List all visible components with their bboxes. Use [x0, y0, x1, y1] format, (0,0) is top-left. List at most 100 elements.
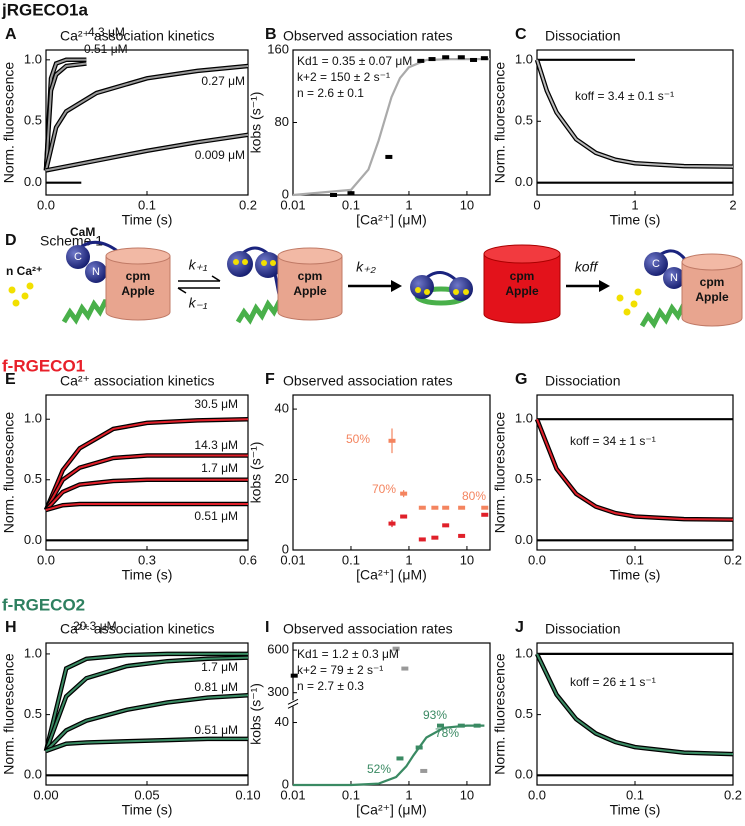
panel-letter: E: [5, 371, 16, 388]
x-tick-label: 1: [405, 552, 412, 567]
y-axis-title: Norm. fluorescence: [1, 62, 17, 184]
point: [417, 58, 425, 63]
x-axis-title: Time (s): [122, 212, 173, 228]
calcium-ion: [233, 259, 239, 265]
point: [457, 55, 465, 60]
series-label: 14.3 μM: [194, 438, 238, 452]
panel-letter: B: [265, 26, 277, 43]
section-title: f-RGECO2: [2, 595, 85, 614]
panel-letter: I: [265, 619, 269, 636]
x-tick-label: 0: [533, 197, 540, 212]
cylinder-top: [277, 247, 343, 265]
cylinder-label: cpm: [510, 269, 535, 283]
fit-line: [536, 418, 734, 521]
cylinder-top: [105, 247, 171, 265]
cam-lobe: [66, 245, 90, 269]
x-tick-label: 0.6: [239, 552, 257, 567]
data-line: [293, 724, 485, 787]
fit-line: [536, 59, 734, 168]
y-tick-label: 40: [275, 714, 289, 729]
fit-line: [45, 418, 249, 511]
x-axis-title: Time (s): [610, 212, 661, 228]
panel-letter: J: [515, 619, 524, 636]
x-axis-title: [Ca²⁺] (μM): [356, 567, 427, 583]
series-label: 0.51 μM: [194, 509, 238, 523]
plot-frame: [292, 394, 491, 551]
y-tick-label: 0.5: [24, 113, 42, 128]
y-tick-label: 1.0: [24, 645, 42, 660]
point: [388, 521, 396, 526]
panel-title: Ca²⁺ association kinetics: [60, 28, 214, 44]
y-axis-title: Norm. fluorescence: [1, 653, 17, 775]
x-axis-title: Time (s): [610, 567, 661, 583]
annotation: Kd1 = 0.35 ± 0.07 μM: [297, 54, 412, 68]
rate-label: k₊₁: [189, 257, 208, 273]
point: [290, 673, 298, 678]
y-tick-label: 300: [267, 684, 289, 699]
panel-title: Dissociation: [545, 621, 620, 637]
series-label: 0.009 μM: [195, 148, 245, 162]
fit-line: [45, 737, 248, 752]
calcium-ion: [616, 294, 624, 302]
y-tick-label: 40: [275, 401, 289, 416]
cam-lobe: [449, 277, 473, 301]
y-tick-label: 0.0: [24, 767, 42, 782]
calcium-ion: [21, 292, 29, 300]
series-label: 0.51 μM: [194, 723, 238, 737]
point: [442, 55, 450, 60]
cylinder-label: Apple: [505, 284, 539, 298]
y-tick-label: 0: [282, 776, 289, 791]
cylinder: [277, 256, 343, 321]
x-tick-label: 0.2: [724, 552, 742, 567]
calcium-ion: [424, 289, 430, 295]
arrow-head: [599, 280, 610, 292]
x-tick-label: 1: [405, 197, 412, 212]
y-tick-label: 0.5: [24, 471, 42, 486]
cylinder-label: cpm: [700, 275, 725, 289]
calcium-ion: [415, 287, 421, 293]
data-trace: [534, 652, 734, 757]
plot-frame: [45, 49, 249, 196]
x-tick-label: 10: [460, 787, 474, 802]
annotation: 50%: [346, 432, 370, 446]
fit-line: [536, 653, 734, 756]
data-trace: [534, 59, 734, 169]
y-tick-label: 0.5: [24, 706, 42, 721]
series-label: 20.3 μM: [73, 619, 117, 633]
y-tick-label: 0.0: [24, 532, 42, 547]
x-axis-title: Time (s): [610, 802, 661, 818]
annotation: n = 2.6 ± 0.1: [297, 86, 364, 100]
section-title: jRGECO1a: [1, 0, 89, 19]
helix: [235, 298, 283, 325]
plot-frame: [292, 642, 491, 786]
fit-line: [45, 454, 248, 511]
y-tick-label: 0: [282, 541, 289, 556]
calcium-ion: [463, 289, 469, 295]
calcium-ion: [630, 300, 638, 308]
scheme: D Scheme 1 n Ca²⁺ CaM C N cpm Apple k₊₁ …: [5, 225, 743, 329]
x-axis-title: Time (s): [122, 567, 173, 583]
panel-letter: H: [5, 619, 17, 636]
fit-line: [45, 65, 249, 171]
y-tick-label: 20: [275, 471, 289, 486]
annotation: 80%: [462, 489, 486, 503]
y-tick-label: 0.0: [515, 174, 533, 189]
y-tick-label: 0.5: [515, 706, 533, 721]
x-tick-label: 2: [729, 197, 736, 212]
point: [392, 646, 400, 651]
y-tick-label: 0.5: [515, 471, 533, 486]
x-tick-label: 0.0: [37, 197, 55, 212]
fit-line: [45, 503, 248, 511]
panel-letter: A: [5, 26, 17, 43]
point: [400, 514, 408, 519]
cylinder: [681, 262, 743, 327]
fit-line: [45, 62, 87, 171]
point: [442, 505, 450, 510]
point: [400, 491, 408, 496]
x-tick-label: 0.1: [342, 552, 360, 567]
fit-line: [45, 694, 249, 752]
x-tick-label: 0.3: [138, 552, 156, 567]
x-tick-label: 0.10: [235, 787, 260, 802]
